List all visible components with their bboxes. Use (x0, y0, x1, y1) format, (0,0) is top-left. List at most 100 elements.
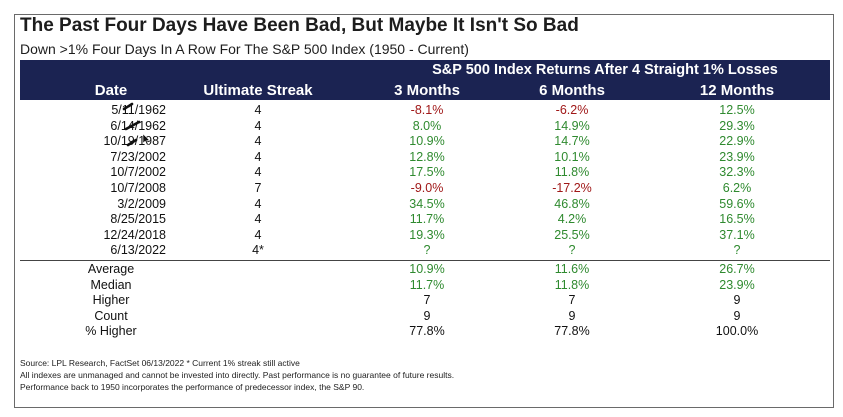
return-12m-cell: 59.6% (719, 196, 755, 211)
stat-label: Median (90, 277, 132, 292)
stat-label: % Higher (85, 324, 137, 339)
return-12m-cell: 16.5% (719, 212, 755, 227)
table-row: 10/7/2008 7 -9.0% -17.2% 6.2% (20, 181, 830, 197)
date-cell: 10/7/2008 (110, 180, 166, 195)
return-6m-cell: 14.9% (554, 118, 590, 133)
return-12m-cell: 12.5% (719, 103, 755, 117)
footer-notes: Source: LPL Research, FactSet 06/13/2022… (20, 357, 454, 393)
return-6m-cell: ? (568, 243, 576, 258)
stats-row: Average 10.9% 11.6% 26.7% (20, 262, 830, 278)
return-6m-cell: 11.8% (554, 165, 590, 180)
stat-12m-cell: 100.0% (715, 324, 759, 339)
streak-cell: 4* (252, 243, 264, 258)
table-row: 5/11/1962 4 -8.1% -6.2% 12.5% (20, 103, 830, 119)
footer-disclaimer: All indexes are unmanaged and cannot be … (20, 370, 455, 380)
stat-6m-cell: 77.8% (554, 324, 590, 339)
return-6m-cell: 4.2% (557, 212, 587, 227)
streak-cell: 4 (254, 149, 262, 164)
footer-source: Source: LPL Research, FactSet 06/13/2022… (20, 358, 300, 368)
stats-row: Median 11.7% 11.8% 23.9% (20, 278, 830, 294)
streak-cell: 4 (254, 227, 262, 242)
streak-cell: 4 (254, 118, 262, 133)
table-header: S&P 500 Index Returns After 4 Straight 1… (20, 60, 830, 100)
return-6m-cell: 14.7% (554, 134, 590, 149)
summary-stats: Average 10.9% 11.6% 26.7% Median 11.7% 11.8% 23… (20, 262, 830, 340)
streak-cell: 4 (254, 134, 262, 149)
stat-6m-cell: 11.6% (554, 262, 590, 276)
stat-3m-cell: 7 (423, 293, 431, 308)
return-6m-cell: -6.2% (555, 103, 589, 117)
return-6m-cell: -17.2% (552, 180, 592, 195)
stat-label: Count (94, 308, 128, 323)
table-row: 3/2/2009 4 34.5% 46.8% 59.6% (20, 197, 830, 213)
table-row: 7/23/2002 4 12.8% 10.1% 23.9% (20, 150, 830, 166)
column-header-6-months: 6 Months (539, 82, 605, 99)
stat-12m-cell: 26.7% (719, 262, 755, 276)
return-3m-cell: -8.1% (410, 103, 444, 117)
date-cell: 6/14/1962 (110, 118, 166, 133)
return-3m-cell: 11.7% (409, 212, 445, 227)
date-cell: 10/7/2002 (110, 165, 166, 180)
stat-label: Average (87, 262, 135, 276)
column-header-3-months: 3 Months (394, 82, 460, 99)
date-cell: 7/23/2002 (110, 149, 166, 164)
column-header-date: Date (94, 82, 128, 99)
return-12m-cell: 23.9% (719, 149, 755, 164)
date-cell: 3/2/2009 (117, 196, 166, 211)
stat-12m-cell: 23.9% (719, 277, 755, 292)
table-row: 8/25/2015 4 11.7% 4.2% 16.5% (20, 212, 830, 228)
table-row: 10/7/2002 4 17.5% 11.8% 32.3% (20, 165, 830, 181)
streak-cell: 4 (254, 196, 262, 211)
date-cell: 10/19/1987 (103, 134, 166, 149)
return-3m-cell: 10.9% (409, 134, 445, 149)
stats-row: Count 9 9 9 (20, 309, 830, 325)
return-3m-cell: 17.5% (409, 165, 445, 180)
stat-3m-cell: 10.9% (409, 262, 445, 276)
return-3m-cell: 19.3% (409, 227, 445, 242)
stat-6m-cell: 9 (568, 308, 576, 323)
stats-divider (20, 260, 830, 261)
return-3m-cell: ? (423, 243, 431, 258)
date-cell: 8/25/2015 (110, 212, 166, 227)
stats-row: Higher 7 7 9 (20, 293, 830, 309)
date-cell: 6/13/2022 (110, 243, 166, 258)
streak-cell: 4 (254, 212, 262, 227)
return-6m-cell: 25.5% (554, 227, 590, 242)
return-12m-cell: 37.1% (719, 227, 755, 242)
table-row: 12/24/2018 4 19.3% 25.5% 37.1% (20, 228, 830, 244)
stat-12m-cell: 9 (733, 293, 741, 308)
date-cell: 5/11/1962 (111, 103, 166, 117)
return-12m-cell: 6.2% (722, 180, 752, 195)
return-3m-cell: 8.0% (412, 118, 442, 133)
stat-12m-cell: 9 (733, 308, 741, 323)
stats-row: % Higher 77.8% 77.8% 100.0% (20, 324, 830, 340)
data-rows: 5/11/1962 4 -8.1% -6.2% 12.5% 6/14/1962 4 8.0% 1… (20, 103, 830, 259)
streak-cell: 4 (254, 103, 262, 117)
return-6m-cell: 10.1% (554, 149, 590, 164)
return-3m-cell: 34.5% (409, 196, 445, 211)
stat-6m-cell: 7 (568, 293, 576, 308)
return-3m-cell: -9.0% (410, 180, 444, 195)
return-3m-cell: 12.8% (409, 149, 445, 164)
return-12m-cell: 32.3% (719, 165, 755, 180)
header-group-label: S&P 500 Index Returns After 4 Straight 1… (432, 62, 778, 78)
column-header-streak: Ultimate Streak (203, 82, 313, 99)
page-subtitle: Down >1% Four Days In A Row For The S&P … (20, 41, 469, 57)
stat-3m-cell: 11.7% (409, 277, 445, 292)
return-12m-cell: ? (733, 243, 741, 258)
table-row: 6/13/2022 4*??? (20, 243, 830, 259)
return-12m-cell: 29.3% (719, 118, 755, 133)
table-row: 10/19/1987 4 10.9% 14.7% 22.9% (20, 134, 830, 150)
streak-cell: 7 (254, 180, 262, 195)
return-6m-cell: 46.8% (554, 196, 590, 211)
stat-3m-cell: 9 (423, 308, 431, 323)
date-cell: 12/24/2018 (103, 227, 166, 242)
footer-performance-note: Performance back to 1950 incorporates th… (20, 382, 365, 392)
column-header-12-months: 12 Months (699, 82, 775, 99)
stat-3m-cell: 77.8% (409, 324, 445, 339)
stat-6m-cell: 11.8% (554, 277, 590, 292)
page-title: The Past Four Days Have Been Bad, But Ma… (20, 15, 579, 36)
table-row: 6/14/1962 4 8.0% 14.9% 29.3% (20, 119, 830, 135)
streak-cell: 4 (254, 165, 262, 180)
return-12m-cell: 22.9% (719, 134, 755, 149)
